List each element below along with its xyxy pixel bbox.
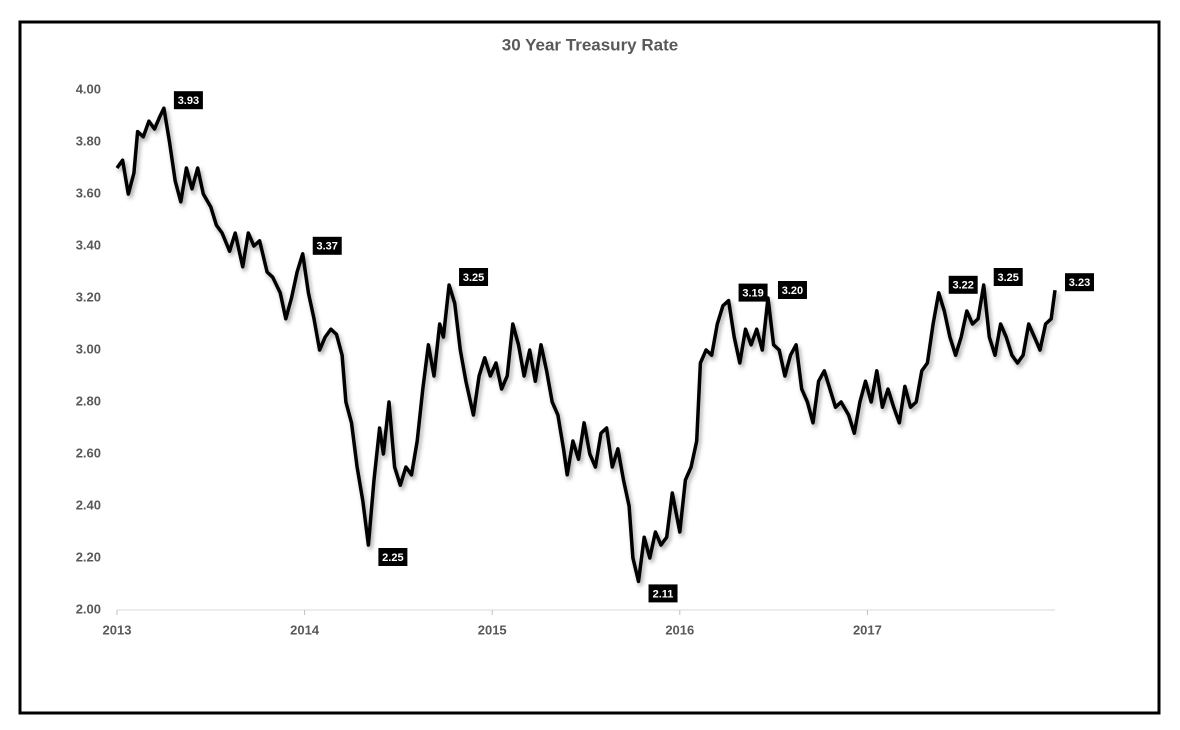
y-tick-label: 3.40 [76, 237, 101, 252]
y-tick-label: 3.20 [76, 289, 101, 304]
annotation-box [459, 268, 489, 286]
x-tick-label: 2017 [853, 622, 882, 637]
annotation-box [777, 281, 807, 299]
annotation-label: 3.20 [782, 285, 803, 297]
annotation-box [993, 268, 1023, 286]
annotation-label: 3.22 [952, 280, 973, 292]
annotation-label: 3.25 [998, 272, 1019, 284]
x-tick-label: 2014 [290, 622, 320, 637]
annotation-label: 2.11 [653, 588, 674, 600]
annotation-label: 2.25 [382, 552, 403, 564]
annotation-box [648, 584, 678, 603]
y-tick-label: 2.00 [76, 601, 101, 616]
x-tick-label: 2016 [665, 622, 694, 637]
annotation-label: 3.19 [742, 288, 763, 300]
annotation-label: 3.25 [463, 272, 484, 284]
y-tick-label: 3.60 [76, 185, 101, 200]
y-tick-label: 3.80 [76, 133, 101, 148]
annotation-label: 3.93 [178, 95, 199, 107]
annotation-box [312, 236, 342, 255]
annotation-box [738, 283, 768, 302]
y-tick-label: 2.20 [76, 549, 101, 564]
x-tick-label: 2013 [103, 622, 132, 637]
annotation-box [378, 548, 408, 566]
y-tick-label: 4.00 [76, 81, 101, 96]
chart-frame [18, 20, 1161, 715]
annotation-box [948, 275, 978, 294]
line-series [115, 106, 1057, 584]
y-tick-label: 3.00 [76, 341, 101, 356]
y-tick-label: 2.60 [76, 445, 101, 460]
chart-title: 30 Year Treasury Rate [502, 35, 678, 54]
x-tick-label: 2015 [478, 622, 507, 637]
annotation-label: 3.23 [1069, 277, 1090, 289]
y-tick-label: 2.40 [76, 497, 101, 512]
annotation-label: 3.37 [317, 241, 338, 253]
y-tick-label: 2.80 [76, 393, 101, 408]
annotation-box [173, 91, 203, 110]
annotation-box [1065, 273, 1094, 292]
